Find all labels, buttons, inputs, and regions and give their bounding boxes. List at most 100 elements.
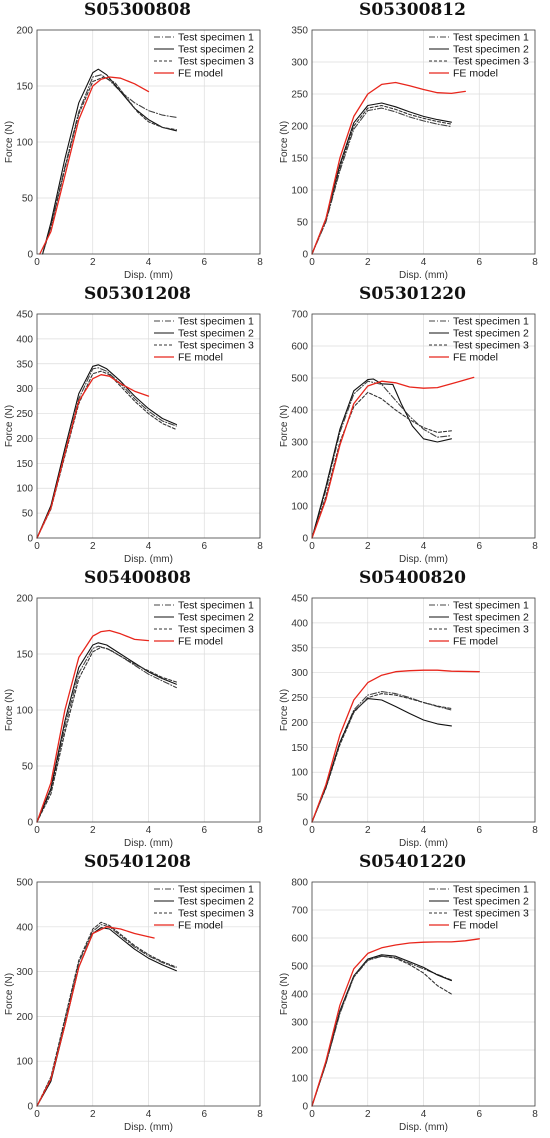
y-tick-label: 50 (22, 194, 34, 205)
x-tick-label: 2 (90, 1109, 96, 1120)
series-line (311, 107, 452, 255)
y-tick-label: 100 (291, 502, 308, 513)
x-tick-label: 6 (201, 541, 207, 552)
y-tick-label: 100 (16, 484, 33, 495)
y-tick-label: 0 (302, 1102, 308, 1113)
series-line (311, 698, 452, 823)
legend-label: Test specimen 3 (453, 624, 529, 636)
x-tick-label: 4 (421, 825, 427, 836)
y-tick-label: 700 (291, 906, 308, 917)
y-tick-label: 0 (27, 534, 33, 545)
y-tick-label: 100 (16, 706, 33, 717)
x-tick-label: 0 (309, 1109, 315, 1120)
y-tick-label: 700 (291, 310, 308, 321)
legend-label: FE model (453, 352, 498, 364)
y-axis-label: Force (N) (279, 405, 290, 447)
series-line (311, 391, 452, 539)
chart-panel: S05300812 0 2 4 6 8 0 50 100 150 200 250 300 350 Disp.… (275, 0, 550, 284)
legend-label: Test specimen 1 (453, 600, 529, 612)
y-tick-label: 0 (27, 1102, 33, 1113)
x-axis-label: Disp. (mm) (399, 838, 448, 849)
series-line (311, 938, 480, 1107)
x-tick-label: 0 (34, 257, 40, 268)
x-tick-label: 8 (257, 257, 263, 268)
y-tick-label: 200 (291, 470, 308, 481)
y-tick-label: 350 (291, 643, 308, 654)
chart-title: S05300812 (359, 0, 466, 20)
y-tick-label: 50 (297, 218, 309, 229)
y-tick-label: 0 (302, 534, 308, 545)
chart-plot: 0 2 4 6 8 0 50 100 150 200 250 300 350 400 450 Disp. (m… (279, 594, 538, 850)
x-tick-label: 6 (476, 1109, 482, 1120)
y-tick-label: 500 (16, 878, 33, 889)
axis-frame (36, 29, 261, 255)
legend-label: Test specimen 1 (178, 316, 254, 328)
axis-frame (36, 313, 261, 539)
x-tick-label: 8 (257, 1109, 263, 1120)
series-line (311, 955, 452, 1107)
x-tick-label: 2 (365, 825, 371, 836)
chart-panel: S05301220 0 2 4 6 8 0 100 200 300 400 500 600 700 Disp… (275, 284, 550, 568)
chart-title: S05401208 (84, 852, 191, 872)
y-tick-label: 400 (291, 990, 308, 1001)
y-tick-label: 200 (16, 434, 33, 445)
y-tick-label: 50 (22, 762, 34, 773)
series-line (311, 378, 452, 539)
x-tick-label: 2 (90, 257, 96, 268)
legend-label: FE model (453, 636, 498, 648)
x-axis-label: Disp. (mm) (399, 270, 448, 281)
x-tick-label: 0 (34, 1109, 40, 1120)
x-tick-label: 0 (309, 541, 315, 552)
x-tick-label: 0 (34, 825, 40, 836)
x-axis-label: Disp. (mm) (124, 270, 173, 281)
x-tick-label: 6 (201, 257, 207, 268)
chart-title: S05400820 (359, 568, 466, 588)
x-tick-label: 4 (421, 1109, 427, 1120)
series-line (311, 669, 480, 823)
x-tick-label: 8 (257, 541, 263, 552)
chart-title: S05301220 (359, 284, 466, 304)
series-line (36, 642, 177, 823)
x-tick-label: 6 (201, 1109, 207, 1120)
series-line (36, 374, 150, 539)
x-tick-label: 8 (532, 257, 538, 268)
axis-frame (311, 881, 536, 1107)
series-line (36, 364, 177, 539)
y-tick-label: 450 (291, 594, 308, 605)
x-tick-label: 4 (146, 257, 152, 268)
legend-label: FE model (178, 920, 223, 932)
y-axis-label: Force (N) (4, 121, 15, 163)
x-tick-label: 6 (476, 825, 482, 836)
x-tick-label: 6 (476, 257, 482, 268)
legend-label: Test specimen 2 (453, 896, 529, 908)
y-tick-label: 300 (291, 1018, 308, 1029)
y-tick-label: 400 (291, 618, 308, 629)
y-tick-label: 300 (16, 967, 33, 978)
chart-title: S05401220 (359, 852, 466, 872)
x-tick-label: 6 (476, 541, 482, 552)
y-tick-label: 50 (22, 509, 34, 520)
y-tick-label: 150 (291, 743, 308, 754)
series-line (36, 921, 177, 1107)
chart-plot: 0 2 4 6 8 0 50 100 150 200 250 300 350 Disp. (mm) Forc… (279, 26, 538, 282)
series-line (311, 81, 466, 255)
y-tick-label: 200 (291, 718, 308, 729)
x-axis-label: Disp. (mm) (399, 1122, 448, 1133)
legend-label: Test specimen 1 (453, 32, 529, 44)
x-tick-label: 4 (146, 1109, 152, 1120)
chart-plot: 0 2 4 6 8 0 50 100 150 200 Disp. (mm) Force (N) Test… (4, 26, 263, 282)
y-tick-label: 250 (291, 693, 308, 704)
legend-label: Test specimen 1 (453, 884, 529, 896)
legend-label: Test specimen 2 (178, 328, 254, 340)
y-axis-label: Force (N) (279, 973, 290, 1015)
y-tick-label: 100 (291, 186, 308, 197)
legend-label: FE model (453, 920, 498, 932)
legend-label: Test specimen 3 (178, 340, 254, 352)
series-line (42, 68, 177, 255)
y-tick-label: 0 (302, 818, 308, 829)
chart-panel: S05301208 0 2 4 6 8 0 50 100 150 200 250 300 350 400 45… (0, 284, 275, 568)
x-axis-label: Disp. (mm) (124, 554, 173, 565)
y-tick-label: 100 (16, 138, 33, 149)
y-tick-label: 200 (291, 122, 308, 133)
